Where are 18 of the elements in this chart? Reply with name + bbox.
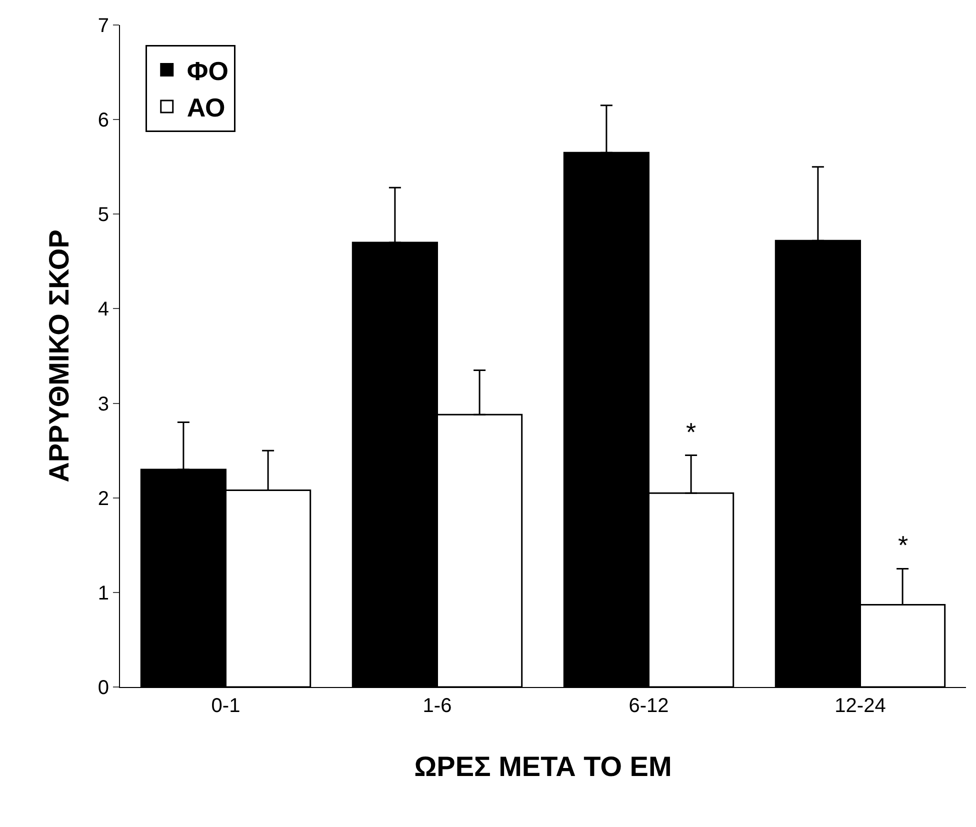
y-tick-label: 5 [98, 204, 109, 226]
y-tick-label: 3 [98, 393, 109, 416]
y-tick-label: 1 [98, 582, 109, 604]
x-tick-label: 6-12 [628, 695, 669, 717]
x-axis-title: ΩΡΕΣ ΜΕΤΑ ΤΟ ΕΜ [414, 751, 672, 782]
annotation: * [898, 530, 908, 560]
x-tick-label: 12-24 [834, 695, 886, 717]
y-tick-label: 7 [98, 15, 109, 37]
annotation: * [686, 417, 696, 447]
y-tick-label: 0 [98, 677, 109, 699]
y-tick-label: 2 [98, 488, 109, 510]
y-tick-label: 6 [98, 110, 109, 132]
legend-label: ΑΟ [186, 92, 226, 123]
y-tick-label: 4 [98, 298, 109, 321]
legend-label: ΦΟ [186, 56, 228, 86]
y-axis-title: ΑΡΡΥΘΜΙΚΟ ΣΚΟΡ [44, 230, 75, 482]
x-tick-label: 1-6 [422, 695, 452, 717]
x-tick-label: 0-1 [211, 695, 240, 717]
